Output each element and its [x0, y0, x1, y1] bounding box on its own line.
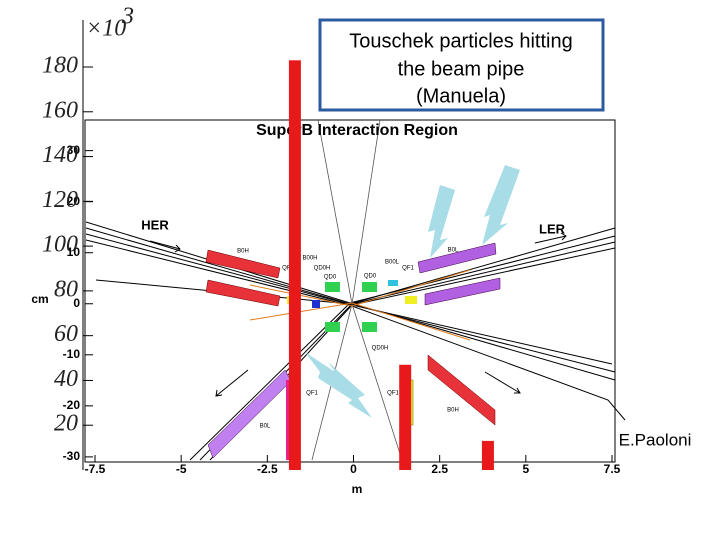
x-tick-label: 7.5: [604, 462, 621, 476]
magnet-label: B00L: [385, 260, 400, 266]
magnet: [325, 282, 340, 292]
x-tick-label: -7.5: [85, 462, 106, 476]
lightning: [428, 185, 455, 258]
magnet: [427, 354, 496, 426]
hist-tick-label: 120: [42, 187, 78, 213]
beam-line: [85, 221, 616, 381]
x-axis-label: m: [352, 482, 363, 496]
magnet: [424, 277, 501, 306]
callout-box: [318, 18, 605, 112]
bar: [288, 60, 301, 470]
hist-tick-label: 60: [54, 321, 78, 347]
magnet: [312, 300, 320, 308]
magnet: [325, 322, 340, 332]
hist-tick-label: 140: [42, 142, 78, 168]
magnet-label: QF1: [387, 391, 399, 397]
magnet: [417, 242, 497, 274]
magnet-label: QD0: [364, 274, 377, 280]
x-tick-label: 0: [350, 462, 357, 476]
x-tick-label: -5: [176, 462, 187, 476]
callout-line: the beam pipe: [398, 58, 525, 80]
x-tick-label: 2.5: [431, 462, 448, 476]
orange-line: [249, 269, 471, 307]
hist-tick-label: 180: [42, 53, 78, 79]
lightning: [482, 165, 520, 245]
y-tick-label: 30: [67, 143, 81, 157]
arrow: [484, 371, 521, 394]
credit: E.Paoloni: [619, 430, 692, 449]
beam-line: [85, 239, 626, 421]
magnet-label: LER: [539, 221, 566, 236]
scale-label: ×10: [86, 16, 126, 42]
magnet: [388, 280, 398, 286]
magnet-label: QD0H: [372, 346, 389, 352]
magnet-label: QD0H: [314, 266, 331, 272]
magnet: [205, 279, 281, 307]
arrow: [149, 240, 181, 253]
magnet-label: B0H: [237, 249, 249, 255]
y-tick-label: -10: [63, 347, 81, 361]
x-tick-label: -2.5: [257, 462, 278, 476]
magnet-label: QF1: [402, 266, 414, 272]
magnet-label: HER: [141, 217, 169, 232]
x-tick-label: 5: [522, 462, 529, 476]
beam-line: [95, 227, 616, 305]
magnet-label: B0H: [447, 408, 459, 414]
callout-line: Touschek particles hitting: [349, 30, 572, 52]
scale-exponent: 3: [121, 4, 134, 30]
magnet-label: B00H: [302, 256, 317, 262]
cone-line: [311, 119, 381, 461]
y-tick-label: 0: [73, 296, 80, 310]
hist-tick-label: 160: [42, 97, 78, 123]
ir-diagram: SuperB Interaction Region m cm: [31, 119, 626, 496]
magnet-label: B0L: [260, 424, 271, 430]
magnet: [205, 249, 281, 279]
magnet: [362, 322, 377, 332]
hist-tick-label: 40: [54, 366, 78, 392]
magnet: [405, 296, 417, 304]
y-tick-label: -30: [63, 449, 81, 463]
magnet-label: QF1: [282, 266, 294, 272]
diagram-title: SuperB Interaction Region: [256, 122, 458, 139]
bar: [399, 364, 412, 470]
beam-line: [209, 247, 616, 461]
beam-line: [85, 227, 616, 373]
magnet-label: QF1: [306, 391, 318, 397]
magnet: [207, 369, 292, 459]
magnet-label: B0L: [448, 248, 459, 254]
callout-line: (Manuela): [416, 85, 506, 107]
arrow: [215, 369, 249, 397]
magnet: [362, 282, 377, 292]
hist-tick-label: 20: [54, 411, 78, 437]
lightning: [305, 352, 372, 418]
arrow: [534, 232, 567, 244]
hist-tick-label: 80: [54, 276, 78, 302]
y-axis-label: cm: [31, 292, 48, 306]
magnet-label: QD0: [324, 275, 337, 281]
beam-line: [85, 233, 613, 365]
y-tick-label: -20: [63, 398, 81, 412]
y-tick-label: 20: [67, 194, 81, 208]
orange-line: [249, 302, 471, 341]
bar: [481, 440, 494, 470]
hist-tick-label: 100: [42, 232, 78, 258]
y-tick-label: 10: [67, 245, 81, 259]
